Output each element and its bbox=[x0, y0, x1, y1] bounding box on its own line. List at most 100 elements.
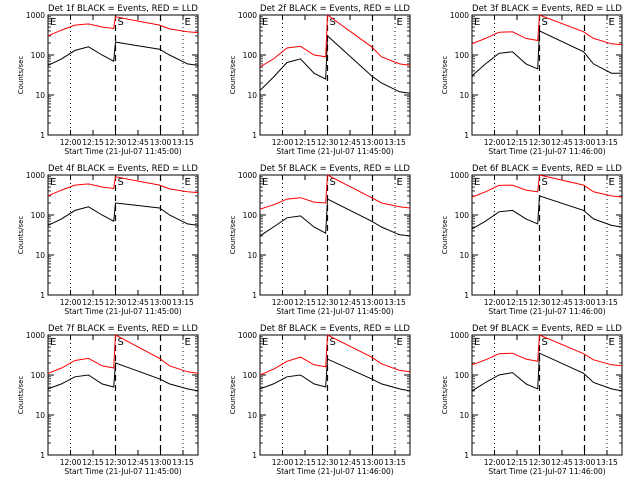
x-tick-label: 12:30 bbox=[529, 458, 551, 467]
series-line bbox=[472, 352, 622, 392]
series-line bbox=[260, 15, 410, 68]
y-tick-label: 1000 bbox=[26, 11, 45, 20]
marker-label-S: S bbox=[118, 17, 124, 28]
marker-label-S: S bbox=[330, 337, 336, 348]
marker-label-E: E bbox=[609, 17, 615, 28]
marker-label-S: S bbox=[542, 17, 548, 28]
y-tick-label: 1000 bbox=[450, 11, 469, 20]
chart-panel: Det 2f BLACK = Events, RED = LLD 1 10 100 10… bbox=[229, 4, 411, 156]
x-tick-label: 12:45 bbox=[551, 458, 573, 467]
marker-label-E: E bbox=[50, 17, 56, 28]
y-axis-label: Counts/sec bbox=[17, 376, 25, 415]
y-tick-label: 1000 bbox=[238, 171, 257, 180]
x-tick-label: 13:15 bbox=[596, 298, 618, 307]
marker-label-E: E bbox=[50, 177, 56, 188]
plot-frame bbox=[259, 334, 411, 456]
y-tick-label: 10 bbox=[459, 411, 469, 420]
chart-title: Det 4f BLACK = Events, RED = LLD bbox=[48, 164, 198, 174]
x-tick-label: 12:45 bbox=[127, 138, 149, 147]
plot-frame bbox=[47, 14, 199, 136]
y-tick-label: 1 bbox=[40, 451, 45, 460]
y-tick-label: 1 bbox=[40, 291, 45, 300]
x-tick-label: 12:15 bbox=[82, 138, 104, 147]
x-tick-label: 12:45 bbox=[551, 138, 573, 147]
series-line bbox=[472, 30, 622, 77]
x-tick-label: 13:00 bbox=[362, 138, 384, 147]
marker-label-E: E bbox=[474, 17, 480, 28]
chart-title: Det 2f BLACK = Events, RED = LLD bbox=[260, 4, 410, 14]
y-tick-label: 10 bbox=[247, 411, 257, 420]
y-tick-label: 100 bbox=[243, 51, 258, 60]
marker-label-E: E bbox=[474, 337, 480, 348]
chart-panel: Det 8f BLACK = Events, RED = LLD 1 10 100 10… bbox=[229, 324, 411, 476]
series-line bbox=[48, 335, 198, 374]
x-tick-label: 12:00 bbox=[484, 458, 506, 467]
x-tick-label: 12:00 bbox=[272, 138, 294, 147]
x-tick-label: 12:15 bbox=[82, 458, 104, 467]
plot-frame bbox=[471, 174, 623, 296]
x-tick-label: 12:00 bbox=[272, 458, 294, 467]
x-axis-label: Start Time (21-Jul-07 11:45:00) bbox=[64, 307, 181, 316]
chart-title: Det 6f BLACK = Events, RED = LLD bbox=[472, 164, 622, 174]
x-tick-label: 13:00 bbox=[362, 458, 384, 467]
x-tick-label: 12:30 bbox=[105, 458, 127, 467]
series-line bbox=[48, 176, 198, 197]
marker-label-S: S bbox=[330, 17, 336, 28]
y-tick-label: 1 bbox=[464, 131, 469, 140]
series-line bbox=[260, 34, 410, 94]
y-tick-label: 1 bbox=[252, 291, 257, 300]
plot-frame bbox=[471, 14, 623, 136]
y-tick-label: 1000 bbox=[450, 331, 469, 340]
chart-panel: Det 9f BLACK = Events, RED = LLD 1 10 100 10… bbox=[441, 324, 623, 476]
x-tick-label: 12:30 bbox=[317, 298, 339, 307]
chart-title: Det 1f BLACK = Events, RED = LLD bbox=[48, 4, 198, 14]
chart-panel: Det 4f BLACK = Events, RED = LLD 1 10 100 10… bbox=[17, 164, 199, 316]
x-tick-label: 13:15 bbox=[596, 458, 618, 467]
marker-label-E: E bbox=[397, 177, 403, 188]
plot-frame bbox=[47, 174, 199, 296]
x-axis-label: Start Time (21-Jul-07 11:45:00) bbox=[276, 307, 393, 316]
chart-title: Det 8f BLACK = Events, RED = LLD bbox=[260, 324, 410, 334]
y-axis-label: Counts/sec bbox=[17, 216, 25, 255]
y-tick-label: 1000 bbox=[26, 331, 45, 340]
x-tick-label: 12:15 bbox=[294, 298, 316, 307]
series-line bbox=[48, 41, 198, 66]
chart-title: Det 7f BLACK = Events, RED = LLD bbox=[48, 324, 198, 334]
series-line bbox=[472, 175, 622, 198]
marker-label-S: S bbox=[330, 177, 336, 188]
x-tick-label: 13:00 bbox=[150, 298, 172, 307]
y-tick-label: 10 bbox=[459, 251, 469, 260]
x-tick-label: 13:15 bbox=[172, 458, 194, 467]
series-line bbox=[260, 175, 410, 210]
y-tick-label: 1 bbox=[464, 451, 469, 460]
series-line bbox=[260, 358, 410, 392]
marker-label-E: E bbox=[397, 337, 403, 348]
y-tick-label: 100 bbox=[31, 51, 46, 60]
x-tick-label: 12:00 bbox=[60, 298, 82, 307]
x-tick-label: 12:45 bbox=[551, 298, 573, 307]
y-tick-label: 1 bbox=[252, 131, 257, 140]
x-tick-label: 13:00 bbox=[150, 458, 172, 467]
marker-label-E: E bbox=[474, 177, 480, 188]
marker-label-E: E bbox=[50, 337, 56, 348]
x-tick-label: 13:15 bbox=[384, 458, 406, 467]
chart-panel: Det 6f BLACK = Events, RED = LLD 1 10 100 10… bbox=[441, 164, 623, 316]
x-tick-label: 13:15 bbox=[596, 138, 618, 147]
y-tick-label: 1 bbox=[40, 131, 45, 140]
x-tick-label: 13:00 bbox=[362, 298, 384, 307]
plot-frame bbox=[259, 174, 411, 296]
x-tick-label: 12:00 bbox=[484, 138, 506, 147]
y-tick-label: 1000 bbox=[450, 171, 469, 180]
chart-panel: Det 1f BLACK = Events, RED = LLD 1 10 100 10… bbox=[17, 4, 199, 156]
y-tick-label: 10 bbox=[35, 251, 45, 260]
x-tick-label: 12:30 bbox=[529, 138, 551, 147]
y-axis-label: Counts/sec bbox=[229, 376, 237, 415]
x-tick-label: 12:00 bbox=[484, 298, 506, 307]
y-tick-label: 100 bbox=[31, 371, 46, 380]
y-tick-label: 10 bbox=[247, 91, 257, 100]
chart-panel: Det 5f BLACK = Events, RED = LLD 1 10 100 10… bbox=[229, 164, 411, 316]
x-tick-label: 12:00 bbox=[60, 458, 82, 467]
marker-label-E: E bbox=[185, 337, 191, 348]
y-tick-label: 100 bbox=[31, 211, 46, 220]
